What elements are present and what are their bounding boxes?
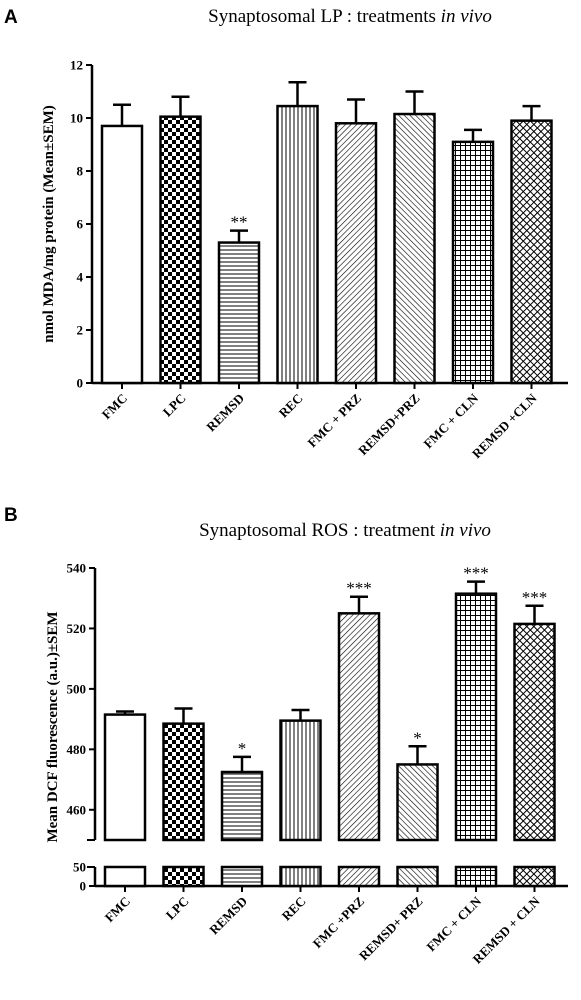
x-tick-label: REMSD [206, 894, 250, 938]
bar-lower-segment [454, 865, 498, 888]
bar [159, 115, 202, 385]
x-tick-label: FMC +PRZ [310, 893, 368, 951]
y-tick-label: 480 [67, 742, 87, 757]
panel-b-letter: B [4, 505, 18, 526]
bar [334, 122, 378, 385]
x-tick-label: REMSD+PRZ [355, 390, 423, 458]
y-tick-label: 4 [77, 270, 84, 285]
x-tick-label: REMSD [203, 391, 247, 435]
panel-a-title: Synaptosomal LP : treatments in vivo [208, 6, 492, 27]
x-tick-label: LPC [160, 391, 189, 420]
bar-upper-segment [396, 763, 439, 842]
bar-lower-segment [513, 865, 556, 888]
bar-lower-segment [396, 865, 439, 888]
significance-marker: *** [463, 564, 489, 583]
bar-lower-segment [337, 865, 381, 888]
x-tick-label: FMC [99, 391, 131, 423]
significance-marker: * [238, 739, 247, 758]
panel-a-ylabel: nmol MDA/mg protein (Mean±SEM) [41, 105, 57, 343]
y-tick-label: 2 [77, 323, 84, 338]
y-tick-label: 6 [77, 217, 84, 232]
bar [510, 119, 553, 385]
significance-marker: *** [346, 579, 372, 598]
bar-lower-segment [103, 865, 147, 888]
y-tick-label: 8 [77, 164, 84, 179]
y-tick-label: 540 [67, 561, 87, 576]
bar [451, 140, 495, 385]
bar-lower-segment [220, 865, 264, 888]
bar-upper-segment [220, 770, 264, 842]
bar-upper-segment [103, 713, 147, 842]
x-tick-label: LPC [163, 894, 192, 923]
panel-b-ylabel: Mean DCF fluorescence (a.u.)±SEM [45, 611, 61, 842]
bar-upper-segment [162, 722, 205, 842]
x-tick-label: FMC + PRZ [304, 390, 364, 450]
bar-upper-segment [337, 612, 381, 842]
x-tick-label: REC [279, 894, 309, 924]
significance-marker: *** [522, 588, 548, 607]
y-tick-label: 12 [70, 58, 83, 73]
bar-upper-segment [279, 719, 322, 842]
panel-b-plot: 460 480 500 520 540 0 50 FMC LPC * REMSD REC *** FMC … [67, 561, 568, 967]
x-tick-label: REC [276, 391, 306, 421]
bar-upper-segment [513, 622, 556, 842]
bar [276, 104, 319, 385]
y-tick-label: 0 [80, 879, 87, 894]
y-tick-label: 460 [67, 802, 87, 817]
significance-marker: * [413, 728, 422, 747]
bar-lower-segment [279, 865, 322, 888]
bar-upper-segment [454, 592, 498, 842]
significance-marker: ** [231, 213, 248, 232]
panel-a-letter: A [4, 7, 18, 28]
panel-b-title: Synaptosomal ROS : treatment in vivo [199, 520, 491, 541]
bar [217, 241, 261, 385]
y-tick-label: 500 [67, 681, 87, 696]
y-tick-label: 520 [67, 621, 87, 636]
x-tick-label: FMC [102, 894, 134, 926]
bar-lower-segment [162, 865, 205, 888]
x-tick-label: FMC + CLN [423, 893, 484, 954]
y-tick-label: 0 [77, 376, 84, 391]
y-tick-label: 50 [73, 860, 86, 875]
x-tick-label: FMC + CLN [420, 390, 481, 451]
bar [393, 112, 436, 385]
bar [100, 124, 144, 385]
y-tick-label: 10 [70, 111, 83, 126]
